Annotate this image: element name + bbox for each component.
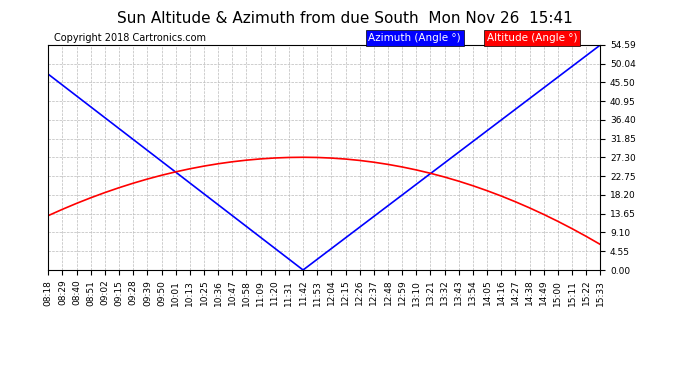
Text: Sun Altitude & Azimuth from due South  Mon Nov 26  15:41: Sun Altitude & Azimuth from due South Mo… xyxy=(117,11,573,26)
Text: Copyright 2018 Cartronics.com: Copyright 2018 Cartronics.com xyxy=(54,33,206,43)
Text: Azimuth (Angle °): Azimuth (Angle °) xyxy=(368,33,461,43)
Text: Altitude (Angle °): Altitude (Angle °) xyxy=(487,33,578,43)
